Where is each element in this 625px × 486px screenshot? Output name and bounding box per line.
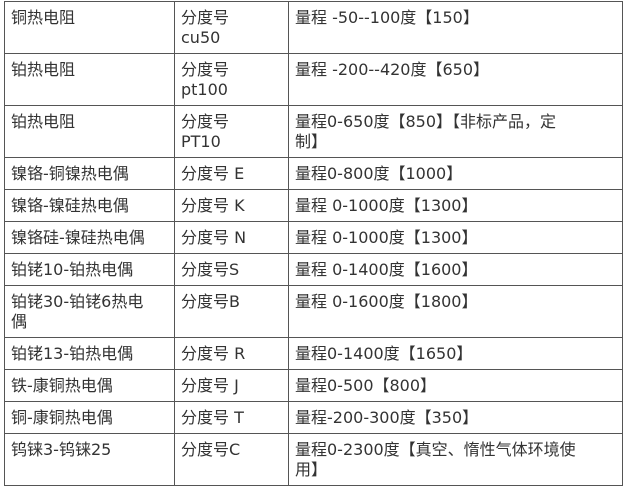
graduation-cell: 分度号 N xyxy=(174,221,289,254)
table-row: 铁-康铜热电偶 分度号 J 量程0-500【800】 xyxy=(4,369,623,402)
sensor-type-cell: 镍铬硅-镍硅热电偶 xyxy=(4,221,175,254)
range-cell: 量程0-650度【850】【非标产品，定 制】 xyxy=(288,105,623,158)
table-row: 铂热电阻 分度号 pt100 量程 -200--420度【650】 xyxy=(4,53,623,106)
sensor-type-cell: 铂铑10-铂热电偶 xyxy=(4,253,175,286)
sensor-spec-table: 铜热电阻 分度号 cu50 量程 -50--100度【150】 铂热电阻 分度号 pt1… xyxy=(4,1,623,486)
graduation-cell: 分度号 E xyxy=(174,157,289,190)
graduation-cell: 分度号 K xyxy=(174,189,289,222)
sensor-type-cell: 铂热电阻 xyxy=(4,105,175,158)
range-cell: 量程 0-1000度【1300】 xyxy=(288,221,623,254)
graduation-cell: 分度号 PT10 xyxy=(174,105,289,158)
sensor-type-cell: 钨铼3-钨铼25 xyxy=(4,433,175,486)
range-cell: 量程 0-1400度【1600】 xyxy=(288,253,623,286)
graduation-cell: 分度号 pt100 xyxy=(174,53,289,106)
sensor-type-cell: 镍铬-铜镍热电偶 xyxy=(4,157,175,190)
range-cell: 量程 0-1000度【1300】 xyxy=(288,189,623,222)
range-cell: 量程-200-300度【350】 xyxy=(288,401,623,434)
sensor-type-cell: 镍铬-镍硅热电偶 xyxy=(4,189,175,222)
table-row: 铜-康铜热电偶 分度号 T 量程-200-300度【350】 xyxy=(4,401,623,434)
range-cell: 量程 0-1600度【1800】 xyxy=(288,285,623,338)
table-row: 镍铬-镍硅热电偶 分度号 K 量程 0-1000度【1300】 xyxy=(4,189,623,222)
range-cell: 量程0-2300度【真空、惰性气体环境使 用】 xyxy=(288,433,623,486)
graduation-cell: 分度号C xyxy=(174,433,289,486)
graduation-cell: 分度号S xyxy=(174,253,289,286)
range-cell: 量程0-800度【1000】 xyxy=(288,157,623,190)
table-row: 铂铑10-铂热电偶 分度号S 量程 0-1400度【1600】 xyxy=(4,253,623,286)
range-cell: 量程 -200--420度【650】 xyxy=(288,53,623,106)
graduation-cell: 分度号B xyxy=(174,285,289,338)
sensor-type-cell: 铁-康铜热电偶 xyxy=(4,369,175,402)
table-row: 铜热电阻 分度号 cu50 量程 -50--100度【150】 xyxy=(4,1,623,54)
graduation-cell: 分度号 J xyxy=(174,369,289,402)
table-row: 铂铑30-铂铑6热电 偶分度号B 量程 0-1600度【1800】 xyxy=(4,285,623,338)
table-row: 镍铬-铜镍热电偶 分度号 E 量程0-800度【1000】 xyxy=(4,157,623,190)
range-cell: 量程 -50--100度【150】 xyxy=(288,1,623,54)
table-row: 铂铑13-铂热电偶 分度号 R 量程0-1400度【1650】 xyxy=(4,337,623,370)
graduation-cell: 分度号 R xyxy=(174,337,289,370)
table-row: 钨铼3-钨铼25 分度号C 量程0-2300度【真空、惰性气体环境使 用】 xyxy=(4,433,623,486)
graduation-cell: 分度号 cu50 xyxy=(174,1,289,54)
range-cell: 量程0-1400度【1650】 xyxy=(288,337,623,370)
sensor-type-cell: 铜-康铜热电偶 xyxy=(4,401,175,434)
sensor-type-cell: 铜热电阻 xyxy=(4,1,175,54)
sensor-type-cell: 铂热电阻 xyxy=(4,53,175,106)
table-row: 铂热电阻 分度号 PT10 量程0-650度【850】【非标产品，定 制】 xyxy=(4,105,623,158)
graduation-cell: 分度号 T xyxy=(174,401,289,434)
range-cell: 量程0-500【800】 xyxy=(288,369,623,402)
table-row: 镍铬硅-镍硅热电偶 分度号 N 量程 0-1000度【1300】 xyxy=(4,221,623,254)
sensor-type-cell: 铂铑13-铂热电偶 xyxy=(4,337,175,370)
sensor-type-cell: 铂铑30-铂铑6热电 偶 xyxy=(4,285,175,338)
